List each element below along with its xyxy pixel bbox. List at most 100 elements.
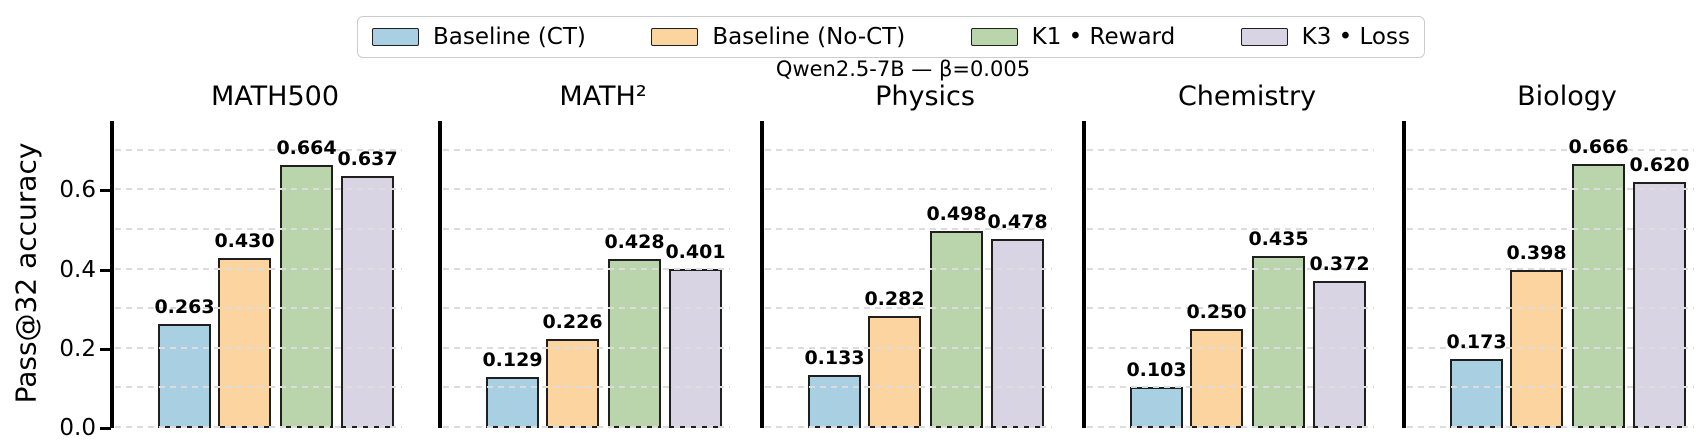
bar-value-label: 0.173 (1446, 331, 1507, 353)
bar-value-label: 0.263 (154, 296, 215, 318)
gridline (1087, 228, 1374, 230)
gridline (443, 426, 730, 428)
y-tick-mark (100, 268, 111, 272)
gridline (443, 228, 730, 230)
y-tick-label: 0.2 (59, 335, 96, 362)
bar-baseline-ct (808, 375, 861, 428)
subplot-biology: Biology 0.173 0.398 0.666 0.620 (1402, 81, 1694, 428)
bar-value-label: 0.664 (276, 137, 337, 159)
bar-baseline-ct (486, 377, 539, 428)
y-tick-mark (100, 347, 111, 351)
left-spine (1402, 121, 1406, 428)
bar-baseline-no-ct (546, 339, 599, 428)
legend-item-label: K3 • Loss (1301, 23, 1410, 50)
bar-k3-loss (1313, 281, 1366, 428)
panel-title: MATH² (559, 81, 647, 112)
left-spine (438, 121, 442, 428)
gridline (765, 426, 1052, 428)
gridline (765, 268, 1052, 270)
bar-baseline-no-ct (868, 316, 921, 428)
gridline (443, 386, 730, 388)
subplot-physics: Physics 0.133 0.282 0.498 0.478 (760, 81, 1052, 428)
gridline (115, 386, 402, 388)
y-tick-mark (100, 189, 111, 193)
gridline (765, 188, 1052, 190)
panel-title: Physics (875, 81, 975, 112)
gridline (1407, 307, 1694, 309)
panel-title: Chemistry (1177, 81, 1317, 112)
bar-k3-loss (991, 239, 1044, 428)
gridline (115, 268, 402, 270)
legend-item-2: Baseline (No-CT) (651, 23, 906, 50)
bar-k1-reward (930, 231, 983, 428)
gridline (1407, 228, 1694, 230)
gridline (443, 188, 730, 190)
bar-value-label: 0.620 (1629, 154, 1690, 176)
y-tick-label: 0.0 (59, 415, 96, 441)
gridline (115, 307, 402, 309)
subplot-math500: MATH500 0.263 0.430 0.664 0.637 (110, 81, 402, 428)
gridline (765, 149, 1052, 151)
legend-item-label: K1 • Reward (1031, 23, 1176, 50)
bar-value-label: 0.428 (604, 231, 665, 253)
subplot-chemistry: Chemistry 0.103 0.250 0.435 0.372 (1082, 81, 1374, 428)
swatch-green-icon (970, 28, 1018, 46)
bar-value-label: 0.401 (665, 241, 726, 263)
gridline (765, 228, 1052, 230)
subplot-math: MATH² 0.129 0.226 0.428 0.401 (438, 81, 730, 428)
gridline (1087, 347, 1374, 349)
gridline (765, 347, 1052, 349)
y-tick-mark (100, 427, 111, 430)
gridline (443, 347, 730, 349)
y-tick-label: 0.4 (59, 256, 96, 283)
bar-baseline-ct (158, 324, 211, 428)
bar-value-label: 0.435 (1248, 228, 1309, 250)
bar-baseline-ct (1450, 359, 1503, 428)
bar-value-label: 0.666 (1568, 136, 1629, 158)
bar-baseline-ct (1130, 387, 1183, 428)
legend-item-4: K3 • Loss (1240, 23, 1410, 50)
gridline (115, 426, 402, 428)
bar-value-label: 0.498 (926, 203, 987, 225)
bar-baseline-no-ct (1190, 329, 1243, 428)
legend-item-3: K1 • Reward (970, 23, 1176, 50)
swatch-blue-icon (372, 28, 419, 46)
legend-item-label: Baseline (CT) (433, 23, 586, 50)
gridline (1087, 149, 1374, 151)
bar-value-label: 0.478 (987, 211, 1048, 233)
left-spine (1082, 121, 1086, 428)
gridline (1087, 268, 1374, 270)
gridline (1087, 426, 1374, 428)
bar-value-label: 0.372 (1309, 253, 1370, 275)
bar-k1-reward (1572, 164, 1625, 428)
bar-k3-loss (341, 176, 394, 428)
gridline (1087, 188, 1374, 190)
bar-baseline-no-ct (1510, 270, 1563, 428)
gridline (1087, 307, 1374, 309)
gridline (443, 149, 730, 151)
gridline (1407, 188, 1694, 190)
bar-value-label: 0.282 (864, 288, 925, 310)
bar-value-label: 0.226 (542, 311, 603, 333)
gridline (115, 188, 402, 190)
legend-item-1: Baseline (CT) (372, 23, 586, 50)
gridline (1407, 426, 1694, 428)
bar-k1-reward (280, 165, 333, 428)
y-tick-label: 0.6 (59, 177, 96, 204)
swatch-purple-icon (1240, 28, 1288, 46)
left-spine (760, 121, 764, 428)
suptitle: Qwen2.5-7B — β=0.005 (775, 57, 1031, 81)
swatch-orange-icon (651, 28, 699, 46)
legend: Baseline (CT) Baseline (No-CT) K1 • Reward… (357, 16, 1425, 58)
bar-k1-reward (608, 259, 661, 428)
panel-title: MATH500 (211, 81, 339, 112)
gridline (115, 149, 402, 151)
bar-baseline-no-ct (218, 258, 271, 428)
legend-item-label: Baseline (No-CT) (712, 23, 906, 50)
bar-value-label: 0.129 (482, 349, 543, 371)
gridline (1407, 386, 1694, 388)
gridline (115, 347, 402, 349)
gridline (1087, 386, 1374, 388)
left-spine (110, 121, 114, 428)
